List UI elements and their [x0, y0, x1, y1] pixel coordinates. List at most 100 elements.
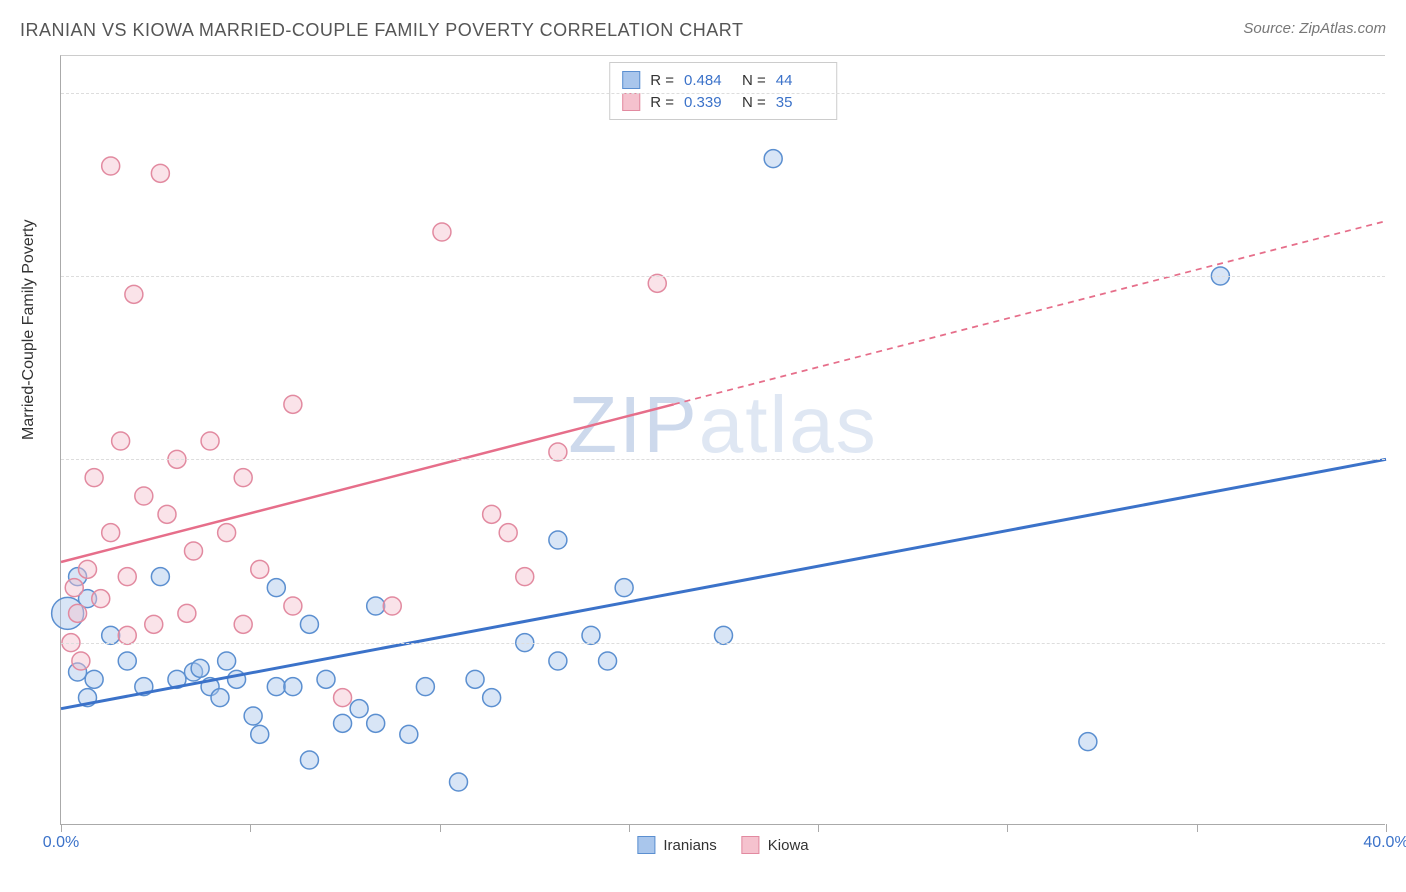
legend-label-kiowa: Kiowa	[768, 837, 809, 854]
scatter-point-kiowa	[284, 597, 302, 615]
trendline-dashed-kiowa	[674, 221, 1386, 404]
swatch-kiowa	[742, 836, 760, 854]
scatter-point-kiowa	[648, 274, 666, 292]
scatter-point-iranians	[1079, 733, 1097, 751]
n-value-iranians: 44	[776, 72, 824, 89]
scatter-point-iranians	[211, 689, 229, 707]
scatter-point-iranians	[466, 670, 484, 688]
chart-title: IRANIAN VS KIOWA MARRIED-COUPLE FAMILY P…	[20, 20, 743, 40]
scatter-point-kiowa	[151, 164, 169, 182]
scatter-point-iranians	[582, 626, 600, 644]
scatter-point-iranians	[350, 700, 368, 718]
scatter-point-iranians	[151, 568, 169, 586]
series-legend: Iranians Kiowa	[637, 836, 808, 854]
trendline-iranians	[61, 459, 1386, 708]
scatter-point-kiowa	[92, 590, 110, 608]
x-tick	[1197, 824, 1198, 832]
scatter-point-iranians	[599, 652, 617, 670]
scatter-point-kiowa	[65, 579, 83, 597]
scatter-point-iranians	[483, 689, 501, 707]
scatter-point-kiowa	[158, 505, 176, 523]
scatter-point-kiowa	[549, 443, 567, 461]
scatter-point-iranians	[284, 678, 302, 696]
scatter-point-kiowa	[125, 285, 143, 303]
chart-header: IRANIAN VS KIOWA MARRIED-COUPLE FAMILY P…	[20, 20, 1386, 50]
x-tick	[629, 824, 630, 832]
scatter-point-kiowa	[433, 223, 451, 241]
scatter-point-kiowa	[499, 524, 517, 542]
scatter-point-kiowa	[118, 626, 136, 644]
n-value-kiowa: 35	[776, 94, 824, 111]
n-label: N =	[742, 72, 766, 89]
scatter-point-iranians	[267, 579, 285, 597]
trendline-kiowa	[61, 404, 674, 562]
scatter-point-iranians	[549, 652, 567, 670]
scatter-point-iranians	[367, 597, 385, 615]
scatter-point-kiowa	[334, 689, 352, 707]
x-tick	[250, 824, 251, 832]
scatter-point-kiowa	[112, 432, 130, 450]
x-tick-label: 0.0%	[43, 834, 79, 852]
legend-label-iranians: Iranians	[663, 837, 716, 854]
scatter-point-iranians	[715, 626, 733, 644]
scatter-point-kiowa	[251, 560, 269, 578]
scatter-point-iranians	[102, 626, 120, 644]
x-tick	[1386, 824, 1387, 832]
scatter-point-kiowa	[201, 432, 219, 450]
legend-item-kiowa: Kiowa	[742, 836, 809, 854]
gridline-h	[61, 643, 1385, 644]
source-prefix: Source:	[1243, 20, 1299, 37]
scatter-point-kiowa	[383, 597, 401, 615]
n-label: N =	[742, 94, 766, 111]
scatter-point-iranians	[416, 678, 434, 696]
gridline-h	[61, 459, 1385, 460]
scatter-point-kiowa	[102, 157, 120, 175]
scatter-point-kiowa	[85, 469, 103, 487]
scatter-point-iranians	[334, 714, 352, 732]
scatter-point-kiowa	[102, 524, 120, 542]
scatter-svg	[61, 56, 1385, 824]
scatter-point-iranians	[300, 615, 318, 633]
scatter-point-kiowa	[483, 505, 501, 523]
scatter-point-iranians	[400, 725, 418, 743]
scatter-point-iranians	[267, 678, 285, 696]
scatter-point-iranians	[300, 751, 318, 769]
gridline-h	[61, 93, 1385, 94]
legend-row-iranians: R = 0.484 N = 44	[622, 69, 824, 91]
scatter-point-kiowa	[69, 604, 87, 622]
swatch-iranians	[622, 71, 640, 89]
r-value-iranians: 0.484	[684, 72, 732, 89]
scatter-point-kiowa	[79, 560, 97, 578]
scatter-point-iranians	[85, 670, 103, 688]
scatter-point-iranians	[191, 659, 209, 677]
scatter-point-kiowa	[234, 469, 252, 487]
chart-plot-area: ZIPatlas R = 0.484 N = 44 R = 0.339 N = …	[60, 55, 1385, 825]
swatch-iranians	[637, 836, 655, 854]
x-tick	[440, 824, 441, 832]
gridline-h	[61, 276, 1385, 277]
scatter-point-kiowa	[218, 524, 236, 542]
scatter-point-iranians	[615, 579, 633, 597]
x-tick	[61, 824, 62, 832]
scatter-point-kiowa	[185, 542, 203, 560]
correlation-legend: R = 0.484 N = 44 R = 0.339 N = 35	[609, 62, 837, 120]
scatter-point-kiowa	[118, 568, 136, 586]
scatter-point-iranians	[251, 725, 269, 743]
scatter-point-iranians	[450, 773, 468, 791]
scatter-point-iranians	[218, 652, 236, 670]
x-tick-label: 40.0%	[1363, 834, 1406, 852]
scatter-point-iranians	[118, 652, 136, 670]
r-value-kiowa: 0.339	[684, 94, 732, 111]
scatter-point-iranians	[317, 670, 335, 688]
scatter-point-iranians	[764, 150, 782, 168]
source-name: ZipAtlas.com	[1299, 20, 1386, 37]
scatter-point-kiowa	[516, 568, 534, 586]
scatter-point-iranians	[244, 707, 262, 725]
y-axis-label: Married-Couple Family Poverty	[20, 219, 38, 440]
scatter-point-kiowa	[178, 604, 196, 622]
source-attribution: Source: ZipAtlas.com	[1243, 20, 1386, 37]
scatter-point-kiowa	[145, 615, 163, 633]
scatter-point-kiowa	[234, 615, 252, 633]
x-tick	[818, 824, 819, 832]
scatter-point-kiowa	[284, 395, 302, 413]
